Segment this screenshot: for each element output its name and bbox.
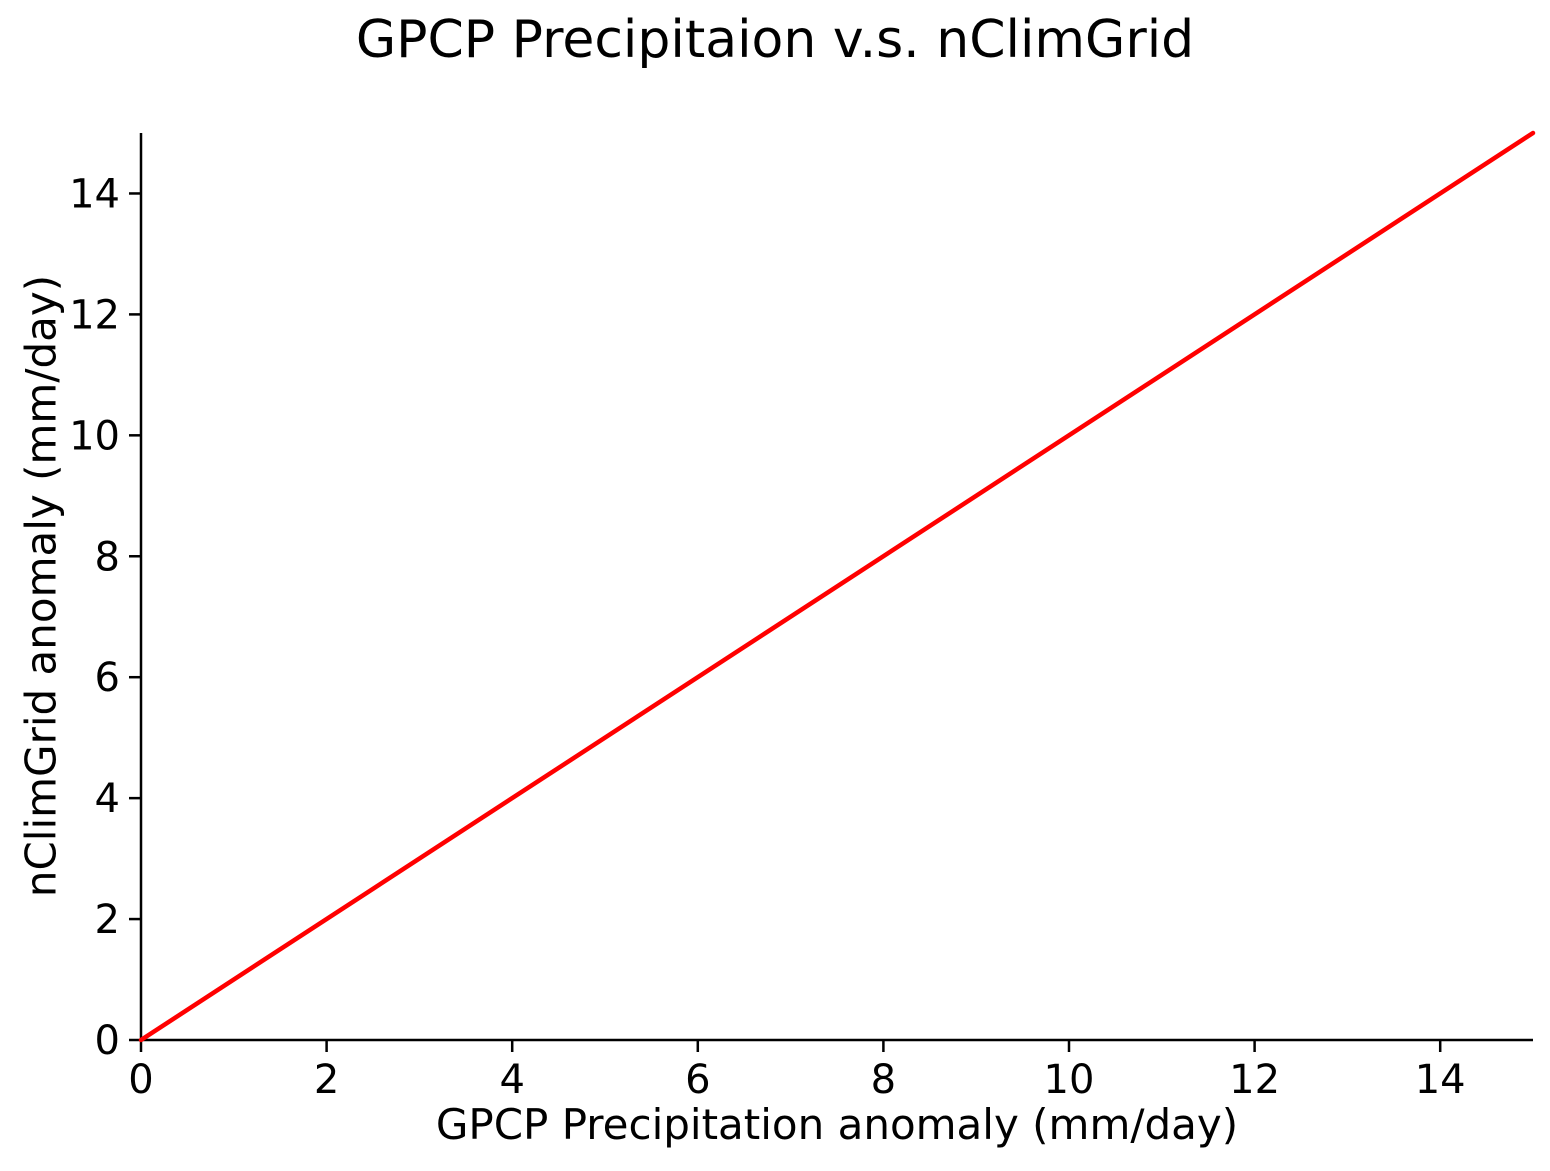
x-tick-label: 10 xyxy=(1044,1057,1095,1103)
chart-title: GPCP Precipitaion v.s. nClimGrid xyxy=(355,10,1195,70)
y-tick-label: 2 xyxy=(95,897,120,943)
x-tick-label: 6 xyxy=(685,1057,710,1103)
y-tick-label: 12 xyxy=(69,292,120,338)
x-tick-label: 14 xyxy=(1415,1057,1466,1103)
x-tick-label: 2 xyxy=(314,1057,339,1103)
y-tick-label: 6 xyxy=(95,655,120,701)
x-tick-label: 4 xyxy=(499,1057,524,1103)
y-tick-label: 4 xyxy=(95,776,120,822)
x-tick-label: 8 xyxy=(871,1057,896,1103)
x-tick-label: 12 xyxy=(1229,1057,1280,1103)
y-tick-label: 0 xyxy=(95,1018,120,1064)
y-tick-label: 8 xyxy=(95,534,120,580)
series-line xyxy=(138,130,1536,1043)
y-tick-label: 10 xyxy=(69,413,120,459)
y-axis-label: nClimGrid anomaly (mm/day) xyxy=(16,274,66,898)
x-tick-label: 0 xyxy=(128,1057,153,1103)
x-axis-label: GPCP Precipitation anomaly (mm/day) xyxy=(435,1100,1239,1149)
y-tick-label: 14 xyxy=(69,171,120,217)
